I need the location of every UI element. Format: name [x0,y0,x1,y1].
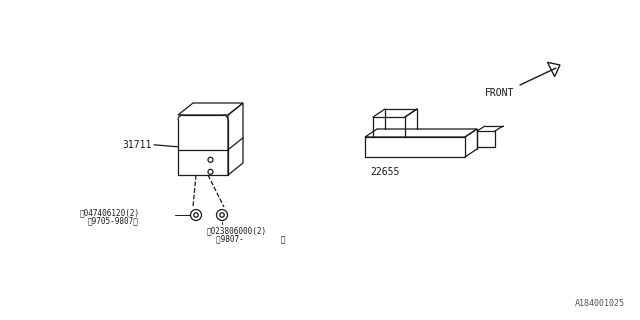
Text: 31711: 31711 [123,140,152,150]
Text: （9705-9807）: （9705-9807） [88,217,139,226]
Text: A184001025: A184001025 [575,299,625,308]
Text: FRONT: FRONT [485,88,515,98]
Text: 22655: 22655 [370,167,399,177]
Text: Ⓞ047406120(2): Ⓞ047406120(2) [80,209,140,218]
Text: Ⓝ023806000(2): Ⓝ023806000(2) [207,227,267,236]
Text: （9807-        ）: （9807- ） [216,235,285,244]
